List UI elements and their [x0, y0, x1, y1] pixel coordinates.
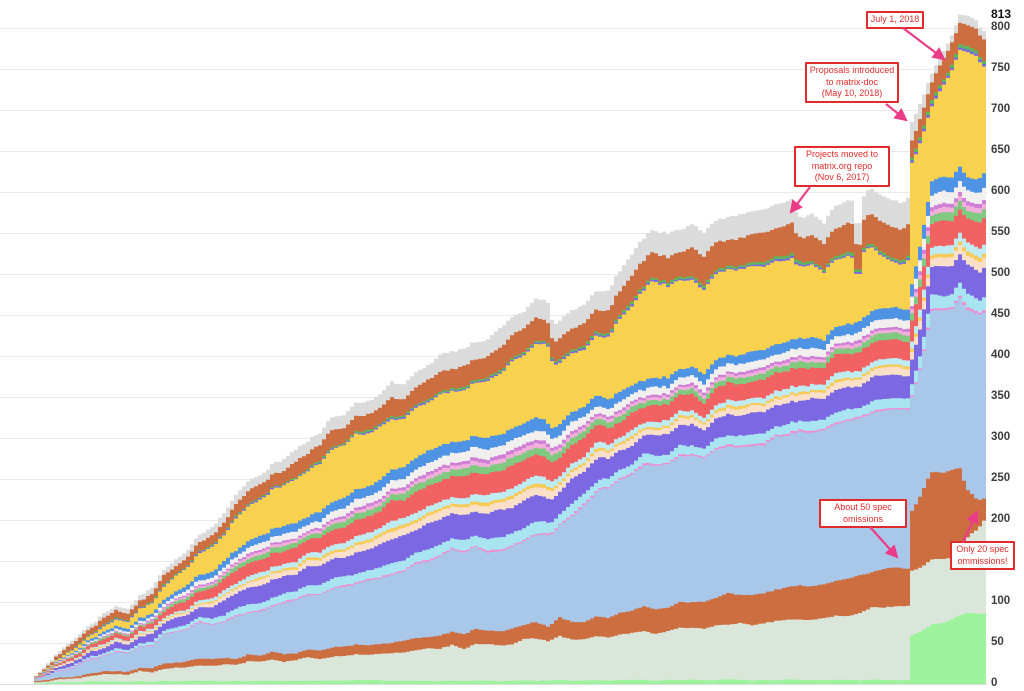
y-tick-650: 650 [991, 144, 1011, 156]
y-tick-200: 200 [991, 513, 1011, 525]
y-tick-750: 750 [991, 62, 1011, 74]
y-tick-500: 500 [991, 267, 1011, 279]
annotation-july-2018: July 1, 2018 [866, 11, 924, 29]
area-series-light-blue [30, 297, 986, 684]
y-axis-max-label: 813 [991, 7, 1012, 21]
y-tick-50: 50 [991, 636, 1004, 648]
y-tick-450: 450 [991, 308, 1011, 320]
y-tick-600: 600 [991, 185, 1011, 197]
y-tick-0: 0 [991, 677, 998, 689]
annotation-about-50-spec-omissions: About 50 spec omissions [819, 499, 907, 529]
area-series-sage [30, 514, 986, 684]
y-tick-350: 350 [991, 390, 1011, 402]
annotation-only-20-spec-omissions: Only 20 spec ommissions! [950, 541, 1015, 571]
annotation-projects-moved: Projects moved to matrix.org repo (Nov 6… [794, 146, 890, 188]
y-tick-100: 100 [991, 595, 1011, 607]
y-tick-800: 800 [991, 21, 1011, 33]
y-tick-300: 300 [991, 431, 1011, 443]
annotation-proposals-introduced: Proposals introduced to matrix-doc (May … [805, 62, 899, 104]
y-tick-400: 400 [991, 349, 1011, 361]
y-tick-700: 700 [991, 103, 1011, 115]
y-tick-250: 250 [991, 472, 1011, 484]
y-tick-550: 550 [991, 226, 1011, 238]
